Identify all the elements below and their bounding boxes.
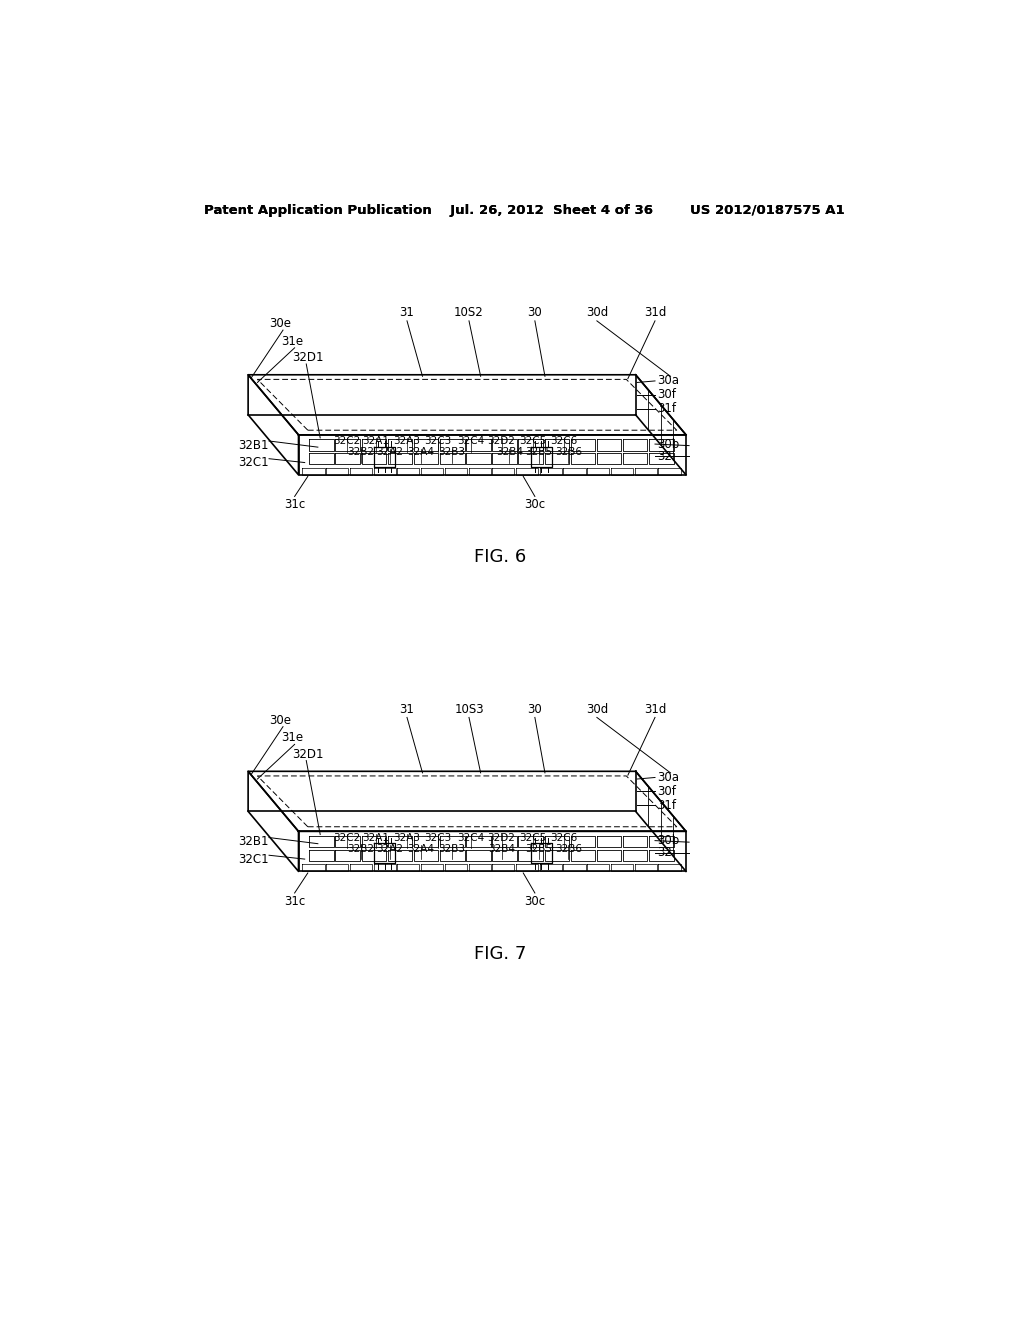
Text: 10S3: 10S3 — [455, 702, 483, 715]
Text: 31c: 31c — [284, 498, 305, 511]
Text: 32A4: 32A4 — [408, 843, 434, 854]
Text: 32C5: 32C5 — [519, 437, 546, 446]
Text: 32B4: 32B4 — [488, 843, 515, 854]
Text: 31e: 31e — [282, 335, 303, 348]
Text: 30: 30 — [527, 702, 543, 715]
Text: 30f: 30f — [657, 785, 676, 797]
Text: 32D2: 32D2 — [487, 833, 515, 843]
Text: 32C1: 32C1 — [239, 457, 269, 470]
Text: 30f: 30f — [657, 388, 676, 401]
Text: 30a: 30a — [657, 375, 679, 388]
Text: 32A2: 32A2 — [377, 447, 403, 457]
Text: 30b: 30b — [657, 834, 680, 847]
Text: Patent Application Publication    Jul. 26, 2012  Sheet 4 of 36        US 2012/01: Patent Application Publication Jul. 26, … — [205, 205, 845, 218]
Text: 32: 32 — [657, 846, 672, 859]
Text: 32B2: 32B2 — [347, 843, 374, 854]
Text: 32C1: 32C1 — [239, 853, 269, 866]
Text: 30d: 30d — [586, 306, 608, 319]
Text: 32B5: 32B5 — [525, 447, 552, 457]
Text: 32: 32 — [657, 450, 672, 463]
Text: 32C6: 32C6 — [550, 437, 578, 446]
Text: 32B4: 32B4 — [496, 447, 523, 457]
Text: 32B3: 32B3 — [438, 843, 466, 854]
Text: 32B6: 32B6 — [555, 843, 582, 854]
Text: 30d: 30d — [586, 702, 608, 715]
Text: FIG. 6: FIG. 6 — [474, 548, 526, 566]
Text: 30e: 30e — [269, 317, 291, 330]
Text: 31f: 31f — [657, 403, 676, 416]
Text: 31: 31 — [399, 306, 415, 319]
Text: 31: 31 — [399, 702, 415, 715]
Text: 32D2: 32D2 — [487, 437, 515, 446]
Text: 32C2: 32C2 — [333, 437, 360, 446]
Text: 30e: 30e — [269, 714, 291, 726]
Text: 32C6: 32C6 — [550, 833, 578, 843]
Text: 30c: 30c — [524, 895, 546, 908]
Text: 32B6: 32B6 — [555, 447, 582, 457]
Text: 30: 30 — [527, 306, 543, 319]
Text: 31d: 31d — [644, 306, 667, 319]
Text: 30b: 30b — [657, 437, 680, 450]
Text: 32A1: 32A1 — [362, 833, 389, 843]
Text: 31e: 31e — [282, 731, 303, 744]
Text: 32A1: 32A1 — [362, 437, 389, 446]
Text: Patent Application Publication    Jul. 26, 2012  Sheet 4 of 36        US 2012/01: Patent Application Publication Jul. 26, … — [205, 205, 845, 218]
Text: 31d: 31d — [644, 702, 667, 715]
Text: 32C4: 32C4 — [457, 437, 484, 446]
Text: 32B1: 32B1 — [239, 438, 269, 451]
Text: 10S2: 10S2 — [454, 306, 484, 319]
Text: 32A4: 32A4 — [408, 447, 434, 457]
Text: 31f: 31f — [657, 799, 676, 812]
Text: 32C4: 32C4 — [457, 833, 484, 843]
Text: 32D1: 32D1 — [292, 747, 324, 760]
Text: 32A3: 32A3 — [393, 437, 421, 446]
Text: 32B3: 32B3 — [438, 447, 466, 457]
Text: 31c: 31c — [284, 895, 305, 908]
Text: 32C3: 32C3 — [424, 437, 452, 446]
Text: FIG. 7: FIG. 7 — [474, 945, 526, 962]
Text: 32C2: 32C2 — [333, 833, 360, 843]
Text: 32D1: 32D1 — [292, 351, 324, 364]
Text: 32A2: 32A2 — [377, 843, 403, 854]
Text: 32A3: 32A3 — [393, 833, 421, 843]
Text: 30c: 30c — [524, 498, 546, 511]
Text: 32B2: 32B2 — [347, 447, 374, 457]
Text: 32B5: 32B5 — [525, 843, 552, 854]
Text: 32C3: 32C3 — [424, 833, 452, 843]
Text: 30a: 30a — [657, 771, 679, 784]
Text: 32B1: 32B1 — [239, 836, 269, 849]
Text: 32C5: 32C5 — [519, 833, 546, 843]
